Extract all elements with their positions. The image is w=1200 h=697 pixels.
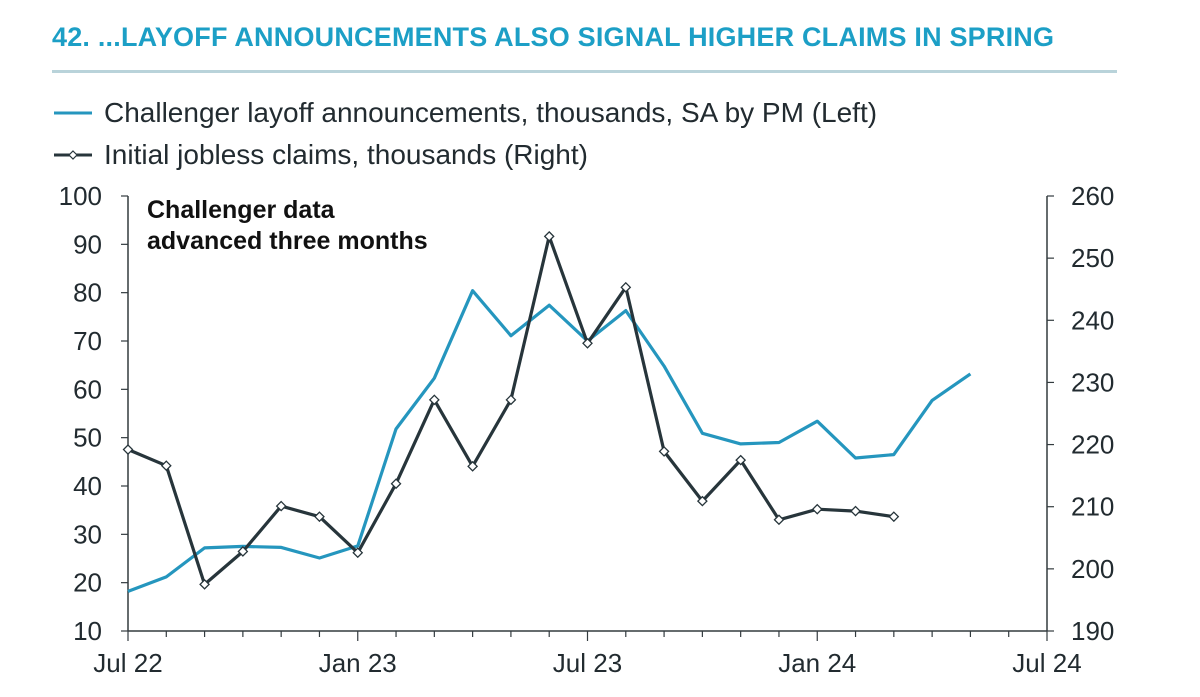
series-layer xyxy=(122,230,972,593)
right-y-tick-label: 250 xyxy=(1071,243,1114,273)
left-y-tick-label: 80 xyxy=(73,278,102,308)
series-claims-point xyxy=(122,444,134,455)
legend-label-claims: Initial jobless claims, thousands (Right… xyxy=(104,139,588,170)
series-claims-point xyxy=(543,230,555,242)
series-challenger-line xyxy=(127,289,972,593)
series-claims-point xyxy=(390,478,402,490)
x-tick-label: Jul 23 xyxy=(553,648,622,678)
series-claims-point xyxy=(888,511,900,523)
annotation-line-1: Challenger data xyxy=(147,196,336,224)
left-y-tick-label: 50 xyxy=(73,423,102,453)
left-y-tick-label: 30 xyxy=(73,519,102,549)
left-y-tick-label: 70 xyxy=(73,326,102,356)
x-tick-label: Jul 24 xyxy=(1012,648,1081,678)
right-y-tick-label: 190 xyxy=(1071,616,1114,646)
series-claims-point xyxy=(850,505,861,517)
left-y-tick-label: 40 xyxy=(73,471,102,501)
series-claims-point xyxy=(352,547,364,559)
series-claims-point xyxy=(582,337,593,349)
x-tick-label: Jul 22 xyxy=(93,648,162,678)
legend-swatch-claims xyxy=(54,150,92,160)
right-y-tick-label: 220 xyxy=(1071,430,1114,460)
right-y-tick-label: 230 xyxy=(1071,367,1114,397)
series-claims-point xyxy=(505,394,517,406)
chart-title: 42. ...LAYOFF ANNOUNCEMENTS ALSO SIGNAL … xyxy=(52,22,1055,52)
axes-layer: 10 20 30 40 50 60 70 80 90 100 190 200 210 220 230 240 2… xyxy=(59,181,1115,678)
series-claims-point xyxy=(314,511,325,523)
right-y-tick-label: 210 xyxy=(1071,492,1114,522)
left-y-tick-label: 60 xyxy=(73,374,102,404)
right-y-tick-label: 240 xyxy=(1071,305,1114,335)
left-y-tick-label: 20 xyxy=(73,568,102,598)
series-challenger xyxy=(127,289,972,593)
right-y-tick-label: 200 xyxy=(1071,554,1114,584)
series-claims-line xyxy=(127,234,895,586)
title-divider xyxy=(52,70,1117,73)
annotation-line-2: advanced three months xyxy=(147,227,428,255)
legend-item-challenger: Challenger layoff announcements, thousan… xyxy=(52,92,877,134)
legend-swatch-challenger xyxy=(54,111,92,115)
series-claims xyxy=(122,230,900,590)
series-claims-point xyxy=(696,495,708,507)
series-claims-point xyxy=(658,445,670,457)
series-claims-point xyxy=(428,394,440,406)
chart-legend: Challenger layoff announcements, thousan… xyxy=(52,92,877,176)
right-y-tick-label: 260 xyxy=(1071,181,1114,211)
series-claims-point xyxy=(811,503,823,515)
left-y-tick-label: 10 xyxy=(73,616,102,646)
series-claims-point xyxy=(160,460,172,472)
legend-label-challenger: Challenger layoff announcements, thousan… xyxy=(104,97,878,128)
left-y-tick-label: 90 xyxy=(73,229,102,259)
x-tick-label: Jan 24 xyxy=(778,648,856,678)
left-y-tick-label: 100 xyxy=(59,181,102,211)
series-claims-point xyxy=(735,454,747,466)
legend-item-claims: Initial jobless claims, thousands (Right… xyxy=(52,134,877,176)
series-claims-point xyxy=(275,500,287,512)
series-claims-point xyxy=(237,546,249,557)
series-claims-point xyxy=(620,281,632,293)
series-claims-point xyxy=(199,578,211,590)
series-claims-point xyxy=(773,514,785,526)
x-tick-label: Jan 23 xyxy=(319,648,397,678)
series-claims-point xyxy=(467,460,479,472)
